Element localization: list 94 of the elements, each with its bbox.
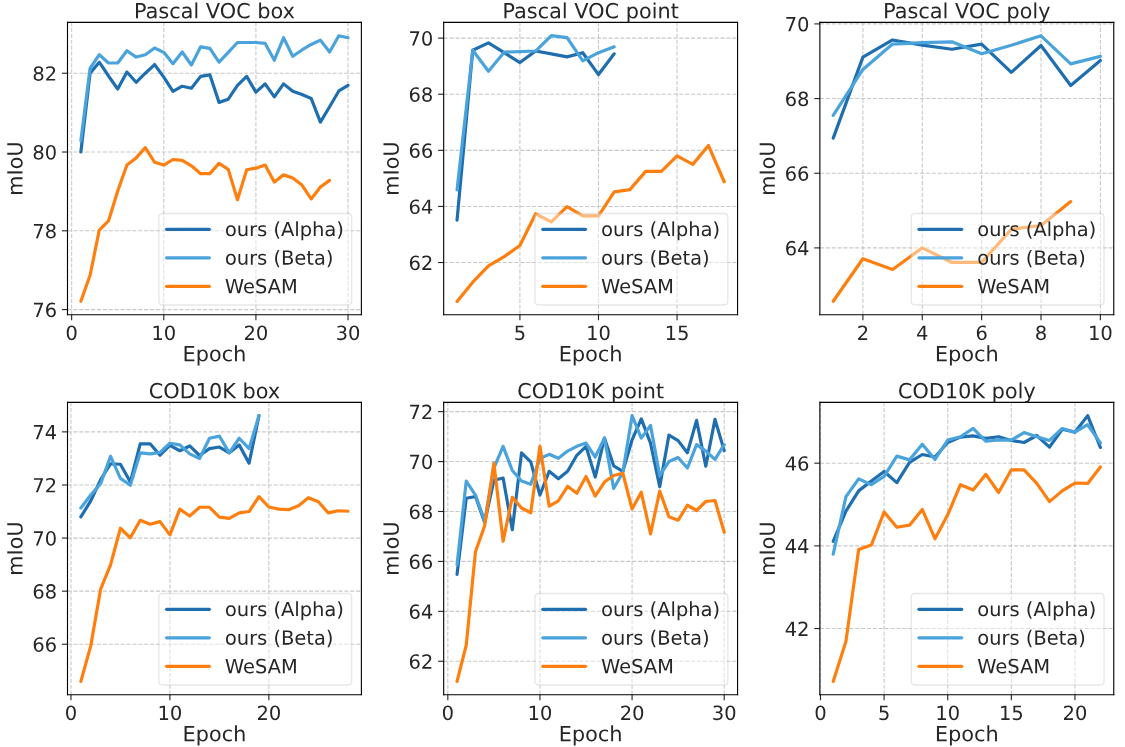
- x-tick-label: 0: [66, 705, 76, 721]
- chart-title: COD10K poly: [899, 382, 1036, 403]
- y-tick-label: 62: [409, 654, 432, 669]
- x-tick-label: 8: [1036, 325, 1046, 341]
- y-axis-title: mIoU: [383, 143, 399, 194]
- x-axis-title: Epoch: [184, 725, 245, 746]
- y-tick-label: 68: [409, 504, 432, 520]
- x-tick-label: 10: [937, 705, 959, 721]
- x-tick-label: 20: [621, 705, 644, 721]
- chart-title: COD10K point: [518, 382, 664, 403]
- x-tick-label: 15: [666, 325, 688, 341]
- y-tick-label: 64: [786, 240, 809, 256]
- y-tick-label: 74: [33, 425, 56, 440]
- x-tick-label: 10: [153, 325, 175, 341]
- y-tick-label: 78: [33, 223, 56, 239]
- x-tick-label: 20: [1064, 705, 1087, 721]
- y-tick-label: 82: [33, 66, 56, 81]
- y-tick-label: 62: [409, 255, 432, 271]
- legend-label: ours (Alpha): [602, 221, 719, 241]
- y-tick-label: 64: [409, 199, 433, 215]
- y-tick-label: 64: [409, 604, 433, 619]
- y-tick-label: 76: [33, 302, 56, 318]
- x-axis-title: Epoch: [936, 345, 997, 366]
- line-series: [831, 34, 1102, 117]
- y-tick-label: 68: [786, 91, 809, 107]
- x-tick-label: 0: [815, 705, 826, 721]
- chart-title: Pascal VOC box: [136, 2, 295, 19]
- x-tick-label: 0: [66, 325, 77, 341]
- x-tick-label: 4: [917, 325, 928, 340]
- x-axis-title: Epoch: [560, 345, 621, 366]
- legend-label: WeSAM: [977, 658, 1049, 674]
- chart-title: Pascal VOC poly: [885, 2, 1050, 23]
- y-tick-label: 66: [33, 637, 56, 652]
- x-tick-label: 5: [515, 325, 525, 341]
- y-axis-title: mIoU: [7, 523, 23, 574]
- x-tick-label: 0: [442, 705, 453, 721]
- y-axis-title: mIoU: [7, 143, 23, 194]
- y-tick-label: 68: [409, 87, 432, 102]
- x-tick-label: 15: [1001, 705, 1023, 721]
- x-tick-label: 30: [713, 705, 736, 721]
- legend-label: WeSAM: [225, 278, 296, 294]
- y-tick-label: 70: [410, 31, 432, 46]
- y-tick-label: 72: [33, 477, 56, 493]
- x-tick-label: 20: [257, 705, 280, 721]
- legend-label: ours (Beta): [602, 249, 708, 268]
- legend-label: ours (Beta): [978, 629, 1085, 648]
- y-axis-title: mIoU: [383, 523, 399, 574]
- legend-label: ours (Beta): [225, 249, 332, 268]
- y-tick-label: 66: [409, 143, 433, 158]
- y-tick-label: 70: [33, 531, 56, 546]
- y-tick-label: 80: [33, 144, 56, 160]
- x-tick-label: 10: [1090, 325, 1112, 341]
- y-tick-label: 42: [785, 621, 808, 636]
- x-tick-label: 2: [858, 325, 868, 340]
- line-series: [455, 143, 726, 304]
- y-tick-label: 66: [409, 554, 433, 570]
- x-tick-label: 20: [244, 325, 267, 341]
- x-axis-title: Epoch: [560, 725, 621, 746]
- legend-label: WeSAM: [225, 658, 296, 674]
- x-tick-label: 10: [529, 705, 552, 721]
- legend-label: ours (Alpha): [978, 601, 1095, 621]
- x-axis-title: Epoch: [184, 345, 245, 366]
- y-tick-label: 70: [410, 454, 432, 470]
- line-series: [79, 34, 350, 143]
- x-tick-label: 30: [337, 325, 360, 341]
- legend-label: WeSAM: [601, 658, 673, 674]
- line-series: [831, 38, 1102, 140]
- x-tick-label: 5: [879, 705, 889, 721]
- line-series: [79, 495, 350, 684]
- line-series: [831, 465, 1102, 684]
- x-tick-label: 10: [588, 325, 610, 341]
- line-series: [455, 444, 726, 684]
- x-tick-label: 6: [976, 325, 987, 341]
- legend-label: ours (Beta): [602, 629, 708, 648]
- legend-label: WeSAM: [977, 278, 1049, 294]
- y-axis-title: mIoU: [759, 523, 776, 574]
- line-series: [455, 33, 616, 192]
- legend-label: ours (Beta): [225, 629, 332, 648]
- y-tick-label: 68: [33, 584, 56, 599]
- legend-label: ours (Alpha): [602, 601, 719, 621]
- chart-title: COD10K box: [149, 382, 280, 399]
- legend-label: ours (Alpha): [225, 601, 343, 621]
- chart-title: Pascal VOC point: [504, 2, 679, 23]
- y-tick-label: 66: [786, 166, 809, 181]
- x-tick-label: 10: [159, 705, 181, 721]
- y-tick-label: 44: [785, 539, 809, 554]
- legend-label: WeSAM: [601, 278, 673, 294]
- line-series: [831, 423, 1102, 556]
- y-tick-label: 72: [410, 404, 432, 420]
- y-tick-label: 70: [786, 16, 809, 32]
- y-axis-title: mIoU: [759, 143, 776, 194]
- legend-label: ours (Alpha): [225, 221, 343, 241]
- y-tick-label: 46: [785, 456, 809, 471]
- x-axis-title: Epoch: [936, 725, 997, 746]
